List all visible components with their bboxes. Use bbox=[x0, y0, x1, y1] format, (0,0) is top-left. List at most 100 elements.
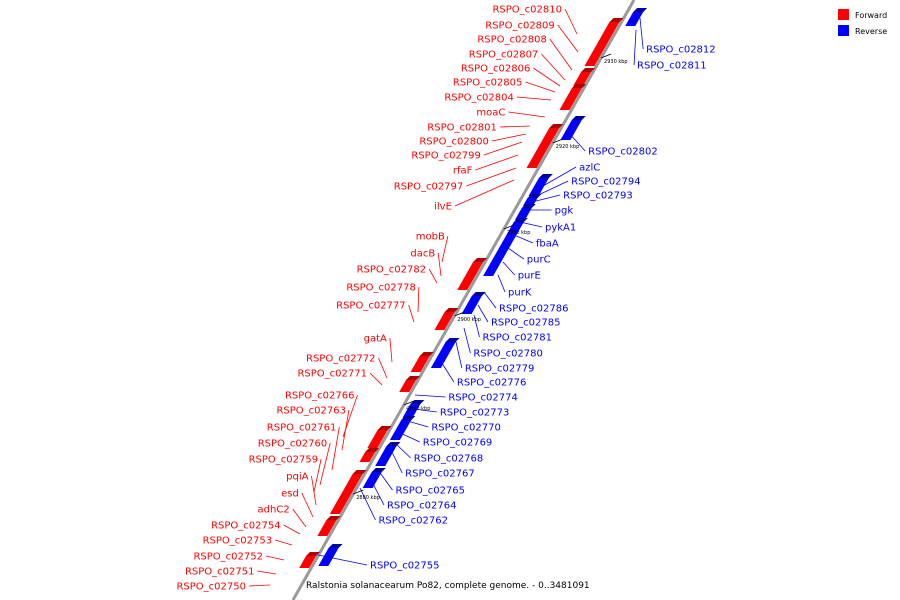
gene-label-forward[interactable]: pqiA bbox=[286, 472, 308, 483]
gene-label-forward[interactable]: RSPO_c02808 bbox=[477, 35, 547, 46]
gene-label-reverse[interactable]: RSPO_c02762 bbox=[378, 516, 448, 527]
gene-label-reverse[interactable]: purC bbox=[527, 255, 551, 266]
reverse-gene-block[interactable] bbox=[375, 446, 397, 466]
forward-gene-block[interactable] bbox=[559, 88, 582, 110]
reverse-gene-block[interactable] bbox=[402, 404, 421, 418]
reverse-gene-block[interactable] bbox=[528, 178, 549, 196]
gene-label-reverse[interactable]: RSPO_c02780 bbox=[473, 349, 543, 360]
gene-label-forward[interactable]: RSPO_c02760 bbox=[258, 439, 328, 450]
gene-label-forward[interactable]: RSPO_c02797 bbox=[394, 182, 464, 193]
gene-label-forward[interactable]: RSPO_c02763 bbox=[276, 406, 346, 417]
gene-label-reverse[interactable]: RSPO_c02776 bbox=[457, 378, 527, 389]
gene-label-reverse[interactable]: RSPO_c02769 bbox=[423, 438, 493, 449]
reverse-gene-block[interactable] bbox=[560, 120, 582, 140]
forward-gene-block[interactable] bbox=[434, 312, 455, 330]
gene-label-forward[interactable]: RSPO_c02753 bbox=[203, 536, 273, 547]
reverse-gene-block[interactable] bbox=[461, 296, 482, 314]
gene-label-reverse[interactable]: RSPO_c02785 bbox=[491, 318, 561, 329]
gene-label-reverse[interactable]: RSPO_c02781 bbox=[482, 333, 552, 344]
gene-label-forward[interactable]: ilvE bbox=[434, 202, 452, 213]
gene-label-reverse[interactable]: RSPO_c02773 bbox=[440, 408, 510, 419]
forward-gene-block[interactable] bbox=[573, 72, 592, 86]
gene-label-forward[interactable]: RSPO_c02805 bbox=[453, 78, 523, 89]
scale-tick bbox=[552, 138, 563, 144]
gene-label-reverse[interactable]: RSPO_c02793 bbox=[563, 191, 633, 202]
gene-label-reverse[interactable]: RSPO_c02764 bbox=[387, 501, 457, 512]
gene-label-forward[interactable]: rfaF bbox=[453, 166, 473, 177]
forward-connector bbox=[508, 111, 546, 118]
gene-label-forward[interactable]: RSPO_c02801 bbox=[427, 123, 497, 134]
gene-label-forward[interactable]: RSPO_c02751 bbox=[185, 567, 255, 578]
forward-gene-block[interactable] bbox=[317, 520, 337, 536]
gene-label-forward[interactable]: RSPO_c02750 bbox=[176, 582, 246, 593]
forward-gene-block[interactable] bbox=[526, 128, 560, 168]
gene-label-forward[interactable]: RSPO_c02754 bbox=[211, 521, 281, 532]
reverse-gene-block[interactable] bbox=[483, 222, 524, 276]
gene-label-reverse[interactable]: purE bbox=[518, 271, 541, 282]
gene-block-top bbox=[445, 338, 460, 342]
gene-label-forward[interactable]: esd bbox=[281, 489, 299, 500]
gene-label-reverse[interactable]: RSPO_c02755 bbox=[370, 561, 440, 572]
gene-label-reverse[interactable]: pgk bbox=[555, 206, 574, 217]
forward-gene-block[interactable] bbox=[329, 474, 363, 514]
gene-label-reverse[interactable]: RSPO_c02779 bbox=[465, 364, 535, 375]
gene-label-forward[interactable]: RSPO_c02766 bbox=[285, 391, 355, 402]
reverse-gene-block[interactable] bbox=[389, 420, 412, 440]
gene-label-forward[interactable]: gatA bbox=[364, 334, 387, 345]
gene-label-forward[interactable]: RSPO_c02782 bbox=[357, 265, 427, 276]
gene-block-top bbox=[444, 308, 459, 312]
gene-label-reverse[interactable]: azlC bbox=[579, 163, 600, 174]
gene-label-forward[interactable]: RSPO_c02777 bbox=[336, 301, 406, 312]
gene-block-top bbox=[326, 516, 341, 520]
gene-label-reverse[interactable]: RSPO_c02812 bbox=[646, 45, 716, 56]
gene-label-forward[interactable]: RSPO_c02800 bbox=[419, 137, 489, 148]
reverse-gene-block[interactable] bbox=[318, 548, 339, 566]
reverse-connector bbox=[391, 451, 403, 474]
gene-label-forward[interactable]: moaC bbox=[476, 108, 505, 119]
gene-label-forward[interactable]: RSPO_c02759 bbox=[249, 455, 319, 466]
forward-gene-block[interactable] bbox=[410, 356, 430, 372]
reverse-gene-block[interactable] bbox=[514, 208, 532, 220]
reverse-gene-block[interactable] bbox=[625, 12, 644, 26]
gene-label-forward[interactable]: RSPO_c02799 bbox=[411, 151, 481, 162]
gene-label-reverse[interactable]: RSPO_c02786 bbox=[499, 304, 569, 315]
forward-gene-block[interactable] bbox=[299, 556, 317, 568]
gene-label-forward[interactable]: RSPO_c02804 bbox=[444, 93, 514, 104]
gene-label-forward[interactable]: RSPO_c02806 bbox=[461, 64, 531, 75]
gene-label-reverse[interactable]: purK bbox=[508, 288, 532, 299]
gene-label-reverse[interactable]: RSPO_c02811 bbox=[637, 61, 707, 72]
gene-label-reverse[interactable]: fbaA bbox=[536, 239, 559, 250]
forward-gene-block[interactable] bbox=[359, 452, 376, 462]
forward-gene-block[interactable] bbox=[367, 430, 388, 448]
forward-gene-block[interactable] bbox=[584, 22, 620, 66]
gene-label-reverse[interactable]: RSPO_c02794 bbox=[571, 177, 641, 188]
reverse-gene-block[interactable] bbox=[362, 472, 382, 488]
gene-label-reverse[interactable]: RSPO_c02767 bbox=[405, 469, 475, 480]
forward-gene-block[interactable] bbox=[399, 380, 417, 392]
gene-label-forward[interactable]: mobB bbox=[416, 232, 445, 243]
forward-connector bbox=[549, 38, 573, 71]
gene-block-top bbox=[352, 470, 367, 474]
gene-label-forward[interactable]: RSPO_c02807 bbox=[469, 50, 539, 61]
gene-label-forward[interactable]: dacB bbox=[410, 249, 435, 260]
forward-gene-block[interactable] bbox=[457, 262, 484, 290]
reverse-gene-block[interactable] bbox=[430, 342, 456, 368]
reverse-connector bbox=[477, 304, 489, 323]
gene-block-top bbox=[513, 218, 528, 222]
gene-block-top bbox=[410, 400, 425, 404]
reverse-connector bbox=[414, 394, 446, 398]
gene-label-forward[interactable]: RSPO_c02761 bbox=[267, 423, 337, 434]
gene-label-reverse[interactable]: RSPO_c02770 bbox=[431, 423, 501, 434]
gene-label-forward[interactable]: RSPO_c02772 bbox=[306, 354, 376, 365]
gene-label-forward[interactable]: RSPO_c02809 bbox=[485, 21, 555, 32]
gene-label-forward[interactable]: RSPO_c02810 bbox=[492, 5, 562, 16]
gene-label-reverse[interactable]: RSPO_c02802 bbox=[588, 147, 658, 158]
gene-label-forward[interactable]: RSPO_c02752 bbox=[193, 552, 263, 563]
gene-label-reverse[interactable]: pykA1 bbox=[545, 223, 576, 234]
gene-label-reverse[interactable]: RSPO_c02768 bbox=[414, 454, 484, 465]
gene-label-reverse[interactable]: RSPO_c02774 bbox=[448, 393, 518, 404]
gene-label-forward[interactable]: RSPO_c02778 bbox=[346, 283, 416, 294]
gene-label-reverse[interactable]: RSPO_c02765 bbox=[396, 486, 466, 497]
gene-label-forward[interactable]: RSPO_c02771 bbox=[297, 369, 367, 380]
gene-label-forward[interactable]: adhC2 bbox=[258, 505, 290, 516]
